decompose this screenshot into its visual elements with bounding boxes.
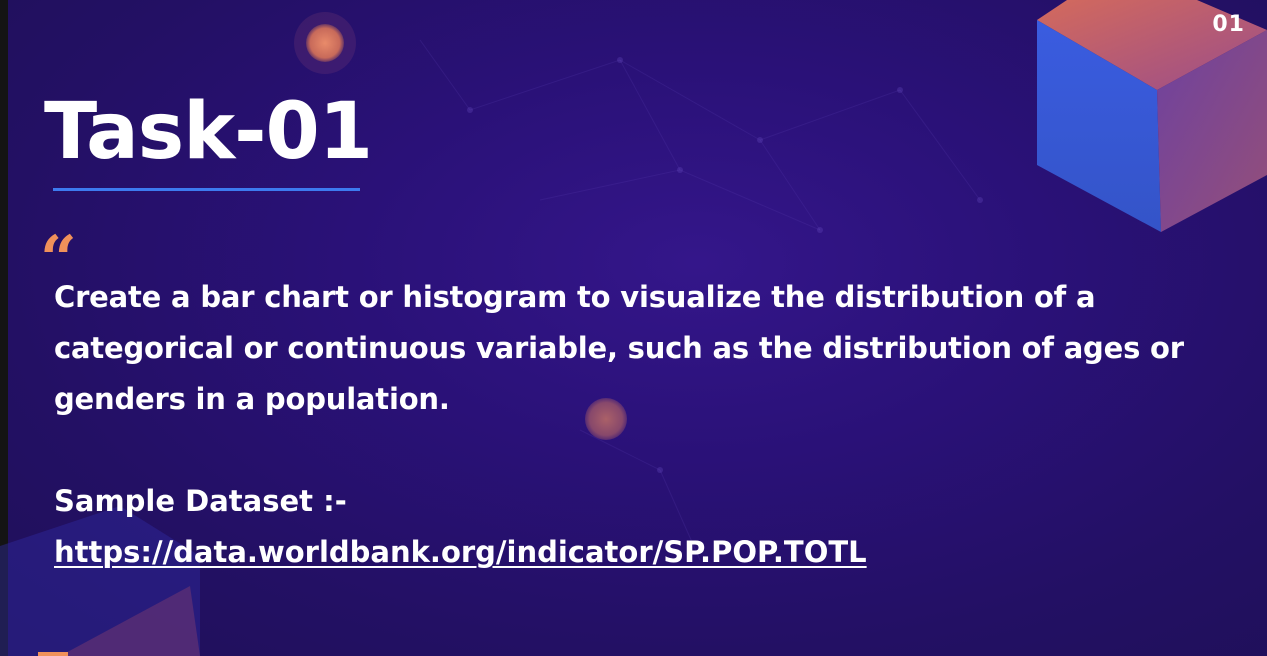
slide-title: Task-01 <box>44 87 373 177</box>
task-description: Create a bar chart or histogram to visua… <box>54 280 1184 416</box>
dataset-link[interactable]: https://data.worldbank.org/indicator/SP.… <box>54 535 867 569</box>
bottom-accent-bar <box>38 652 68 656</box>
page-number: 01 <box>1212 12 1245 37</box>
decorative-orb <box>306 24 344 62</box>
quote-mark-icon: “ <box>40 222 77 297</box>
title-underline <box>53 188 360 191</box>
decorative-cube <box>1037 0 1267 232</box>
dataset-label: Sample Dataset :- <box>54 484 347 518</box>
decorative-orb-faded <box>585 398 627 440</box>
decorative-corner-shape <box>0 506 200 656</box>
window-edge <box>0 0 8 656</box>
